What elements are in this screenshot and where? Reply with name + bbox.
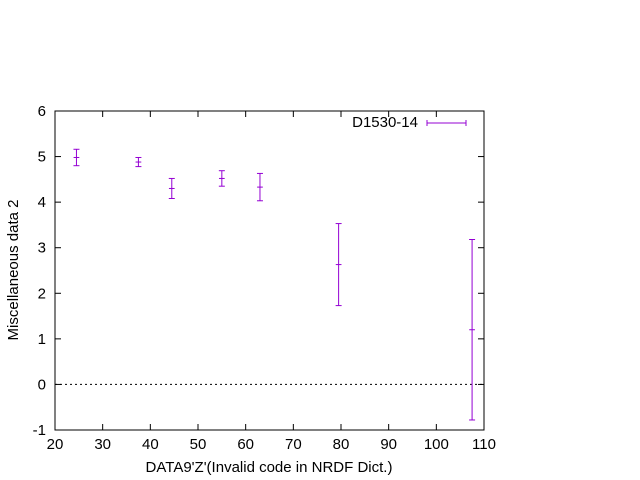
- legend-symbol: [426, 120, 467, 126]
- plot-frame: [54, 110, 485, 431]
- data-point: [73, 148, 80, 167]
- y-tick-label: 3: [38, 240, 46, 257]
- y-tick-label: -1: [33, 422, 46, 439]
- data-point: [168, 177, 175, 199]
- x-tick-label: 100: [424, 436, 449, 453]
- data-point: [335, 223, 342, 307]
- x-axis-label: DATA9'Z'(Invalid code in NRDF Dict.): [146, 459, 393, 476]
- x-tick-label: 70: [285, 436, 302, 453]
- x-tick-label: 20: [47, 436, 64, 453]
- y-tick-label: 6: [38, 103, 46, 120]
- legend: D1530-14: [352, 114, 467, 131]
- x-tick-label: 30: [94, 436, 111, 453]
- x-tick-label: 50: [190, 436, 207, 453]
- data-point: [469, 239, 476, 421]
- axis-ticks: [54, 110, 485, 431]
- y-tick-label: 1: [38, 331, 46, 348]
- x-tick-label: 90: [380, 436, 397, 453]
- x-tick-label: 40: [142, 436, 159, 453]
- y-tick-label: 4: [38, 194, 46, 211]
- y-axis-label: Miscellaneous data 2: [5, 200, 22, 341]
- x-tick-label: 80: [333, 436, 350, 453]
- x-tick-label: 110: [472, 436, 496, 453]
- y-tick-label: 5: [38, 149, 46, 166]
- y-tick-label: 2: [38, 285, 46, 302]
- data-point: [256, 172, 263, 202]
- data-series: [73, 148, 476, 421]
- legend-label: D1530-14: [352, 114, 418, 131]
- data-point: [135, 156, 142, 168]
- x-tick-label: 60: [237, 436, 254, 453]
- data-point: [218, 170, 225, 187]
- axis-tick-labels: 20 30 40 50 60 70 80 90 100 110 -1 0 1 2 3 4 5 6: [33, 103, 496, 453]
- y-tick-label: 0: [38, 376, 46, 393]
